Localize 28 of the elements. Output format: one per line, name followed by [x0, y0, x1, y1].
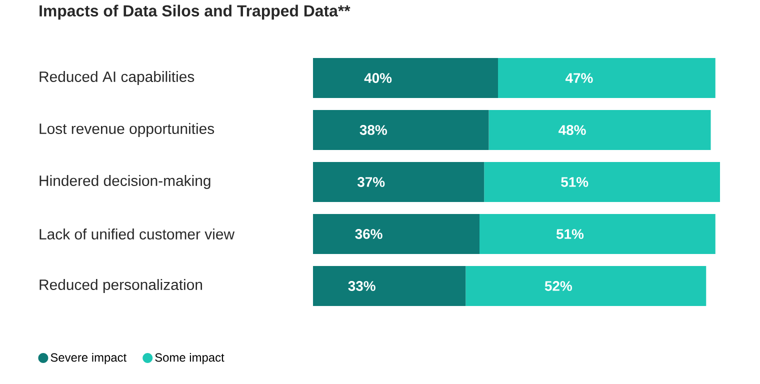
data-label: 33%: [348, 281, 376, 291]
bar: [484, 162, 720, 202]
bar: [313, 162, 484, 202]
chart-title: Impacts of Data Silos and Trapped Data**: [40, 4, 350, 20]
y-tick-label: Lack of unified customer view: [40, 228, 235, 240]
bar: [313, 266, 466, 306]
data-label: 36%: [355, 229, 382, 239]
data-label: 52%: [544, 281, 572, 291]
data-label: 37%: [357, 177, 385, 187]
data-label: 48%: [558, 125, 586, 135]
bar: [313, 110, 489, 150]
y-tick-label: Lost revenue opportunities: [40, 123, 214, 137]
bar: [480, 214, 716, 254]
y-tick-label: Reduced personalization: [40, 279, 202, 293]
data-label: 47%: [565, 73, 593, 83]
data-label: 51%: [561, 177, 588, 187]
y-tick-label: Reduced AI capabilities: [40, 71, 194, 85]
legend-label: Some impact: [155, 352, 224, 364]
bar: [313, 58, 498, 98]
y-tick-label: Hindered decision-making: [40, 175, 210, 189]
bar: [488, 110, 711, 150]
data-label: 38%: [360, 125, 387, 135]
legend-label: Severe impact: [50, 352, 127, 364]
bar: [498, 58, 716, 98]
bar: [313, 214, 480, 254]
data-label: 40%: [364, 73, 392, 83]
bar: [466, 266, 706, 306]
data-label: 51%: [556, 229, 584, 239]
